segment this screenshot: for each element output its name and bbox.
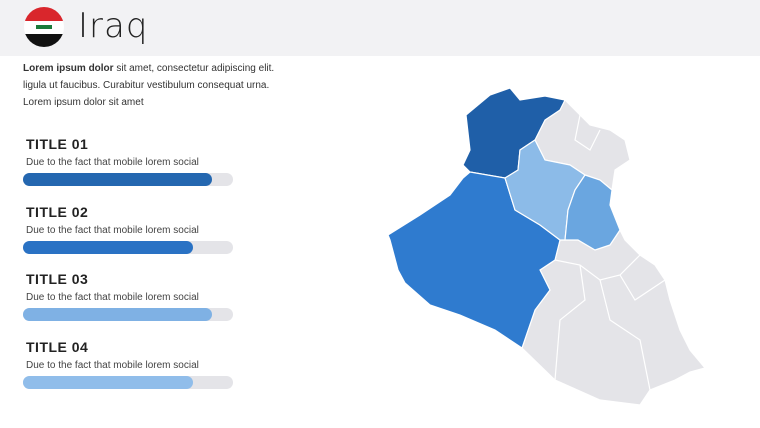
item: TITLE 03 Due to the fact that mobile lore… — [23, 271, 235, 321]
item-text: Due to the fact that mobile lorem social — [26, 359, 199, 371]
title: Iraq — [78, 6, 149, 46]
item-title: TITLE 04 — [26, 338, 89, 355]
item-title: TITLE 03 — [26, 271, 89, 287]
intro-line: Lorem ipsum dolor sit amet — [23, 97, 144, 108]
bar-track — [23, 375, 233, 389]
bar-track — [23, 240, 233, 254]
bar-track — [23, 173, 233, 186]
intro: Lorem ipsum dolor sit amet, consectetur … — [23, 60, 274, 111]
bar — [23, 375, 194, 389]
header-band — [0, 0, 760, 56]
bar — [23, 240, 194, 254]
item: TITLE 01 Due to the fact that mobile lore… — [23, 136, 235, 186]
item: TITLE 02 Due to the fact that mobile lore… — [23, 204, 235, 254]
intro-bold: Lorem ipsum dolor — [23, 63, 114, 74]
bar — [23, 308, 212, 321]
item-text: Due to the fact that mobile lorem social — [26, 292, 199, 303]
item: TITLE 04 Due to the fact that mobile lore… — [23, 339, 235, 389]
item-text: Due to the fact that mobile lorem social — [26, 157, 199, 168]
item-text: Due to the fact that mobile lorem social — [26, 224, 199, 236]
intro-line: sit amet, consectetur adipiscing elit. — [113, 63, 275, 74]
item-title: TITLE 02 — [26, 203, 89, 220]
item-title: TITLE 01 — [26, 136, 89, 152]
intro-line: ligula ut faucibus. Curabitur vestibulum… — [23, 80, 270, 91]
bar-track — [23, 308, 233, 321]
flag — [24, 7, 64, 47]
map — [387, 87, 707, 406]
bar — [23, 173, 212, 186]
